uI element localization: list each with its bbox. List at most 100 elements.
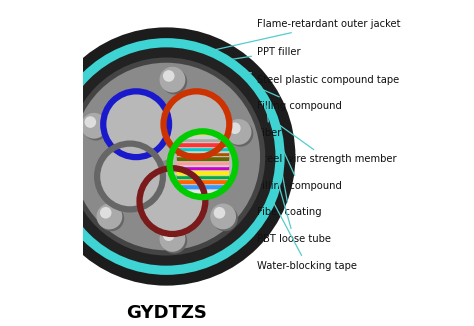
Circle shape <box>160 226 185 252</box>
Bar <box>171 134 222 135</box>
Circle shape <box>160 67 185 93</box>
Circle shape <box>214 207 225 219</box>
FancyBboxPatch shape <box>171 111 222 115</box>
FancyBboxPatch shape <box>171 102 222 106</box>
Bar <box>147 183 198 184</box>
Bar <box>104 153 155 155</box>
FancyBboxPatch shape <box>171 140 222 143</box>
Bar <box>110 124 162 126</box>
FancyBboxPatch shape <box>147 226 198 229</box>
FancyBboxPatch shape <box>147 207 198 210</box>
FancyBboxPatch shape <box>147 188 198 192</box>
FancyBboxPatch shape <box>177 184 228 187</box>
FancyBboxPatch shape <box>110 107 162 110</box>
Bar <box>171 101 222 102</box>
Circle shape <box>164 91 229 157</box>
Circle shape <box>210 203 236 230</box>
FancyBboxPatch shape <box>171 126 222 129</box>
Circle shape <box>48 38 285 275</box>
Bar <box>104 186 155 187</box>
Bar <box>110 138 162 140</box>
Circle shape <box>98 205 124 231</box>
Bar <box>171 124 222 126</box>
Bar <box>177 173 228 175</box>
Bar <box>104 195 155 197</box>
FancyBboxPatch shape <box>147 221 198 224</box>
Circle shape <box>152 142 184 174</box>
Bar <box>104 149 155 150</box>
Circle shape <box>170 131 236 197</box>
FancyBboxPatch shape <box>171 107 222 110</box>
Circle shape <box>139 168 205 234</box>
Circle shape <box>150 141 182 172</box>
Bar <box>147 192 198 193</box>
FancyBboxPatch shape <box>104 155 155 158</box>
FancyBboxPatch shape <box>171 135 222 138</box>
Bar <box>110 120 162 121</box>
Bar <box>147 220 198 221</box>
FancyBboxPatch shape <box>177 170 228 173</box>
FancyBboxPatch shape <box>147 212 198 215</box>
Bar <box>110 101 162 102</box>
Bar <box>147 187 198 188</box>
FancyBboxPatch shape <box>104 159 155 163</box>
Bar <box>110 134 162 135</box>
Bar <box>104 158 155 159</box>
Circle shape <box>81 113 107 139</box>
Circle shape <box>163 230 174 241</box>
Bar <box>110 148 162 149</box>
Circle shape <box>229 122 241 134</box>
Bar <box>104 172 155 173</box>
FancyBboxPatch shape <box>104 201 155 204</box>
Bar <box>177 159 228 161</box>
FancyBboxPatch shape <box>110 144 162 148</box>
Bar <box>104 176 155 178</box>
Circle shape <box>100 207 111 219</box>
Bar <box>177 169 228 170</box>
Circle shape <box>228 121 253 147</box>
FancyBboxPatch shape <box>177 180 228 183</box>
FancyBboxPatch shape <box>110 116 162 120</box>
FancyBboxPatch shape <box>110 130 162 134</box>
FancyBboxPatch shape <box>171 144 222 148</box>
Text: PPT filler: PPT filler <box>229 47 301 60</box>
Bar <box>171 106 222 107</box>
FancyBboxPatch shape <box>147 174 198 178</box>
FancyBboxPatch shape <box>104 187 155 190</box>
Bar <box>104 163 155 164</box>
FancyBboxPatch shape <box>177 161 228 164</box>
Text: Fiber: Fiber <box>257 106 282 138</box>
Circle shape <box>212 205 238 231</box>
FancyBboxPatch shape <box>104 178 155 181</box>
FancyBboxPatch shape <box>110 97 162 101</box>
Bar <box>104 200 155 201</box>
FancyBboxPatch shape <box>171 97 222 101</box>
Bar <box>177 178 228 180</box>
Bar <box>110 129 162 130</box>
Bar <box>110 96 162 97</box>
Circle shape <box>37 27 295 286</box>
Bar <box>177 155 228 156</box>
FancyBboxPatch shape <box>171 149 222 152</box>
FancyBboxPatch shape <box>104 183 155 186</box>
FancyBboxPatch shape <box>110 121 162 124</box>
Bar <box>177 145 228 147</box>
FancyBboxPatch shape <box>110 102 162 106</box>
FancyBboxPatch shape <box>104 150 155 153</box>
Bar <box>147 201 198 202</box>
FancyBboxPatch shape <box>177 156 228 159</box>
Bar <box>110 143 162 144</box>
Circle shape <box>97 143 163 209</box>
Bar <box>177 136 228 138</box>
FancyBboxPatch shape <box>110 126 162 129</box>
Circle shape <box>83 115 109 141</box>
Circle shape <box>103 91 169 157</box>
FancyBboxPatch shape <box>104 164 155 167</box>
FancyBboxPatch shape <box>147 193 198 197</box>
Bar <box>171 96 222 97</box>
Bar <box>177 150 228 152</box>
Bar <box>110 115 162 116</box>
Bar <box>171 143 222 144</box>
FancyBboxPatch shape <box>104 169 155 172</box>
Bar <box>104 190 155 192</box>
